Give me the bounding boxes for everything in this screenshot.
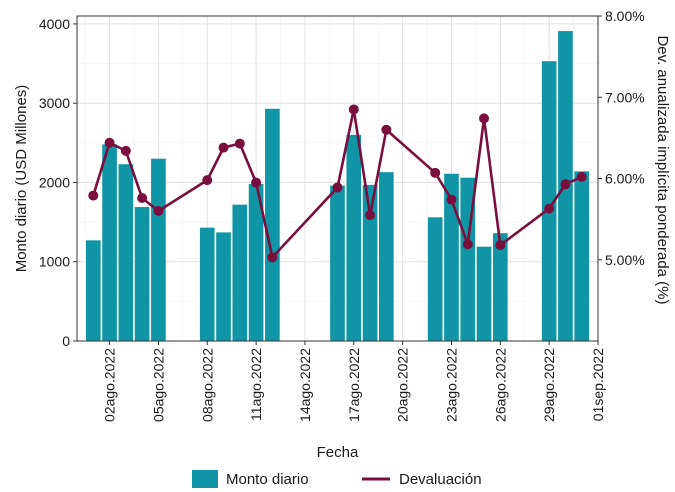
- bar: [476, 246, 492, 341]
- bar: [330, 185, 345, 341]
- bar: [574, 171, 590, 341]
- left-tick-label: 1000: [39, 254, 70, 270]
- bar: [151, 158, 166, 341]
- bar: [379, 172, 394, 341]
- left-tick-label: 0: [62, 333, 70, 349]
- bar: [216, 232, 231, 341]
- bar: [85, 240, 101, 341]
- right-tick-label: 8.00%: [605, 8, 645, 24]
- right-tick-label: 7.00%: [605, 89, 645, 105]
- line-point: [446, 194, 457, 205]
- line-point: [267, 252, 278, 263]
- bar: [118, 164, 134, 341]
- bar: [492, 233, 508, 341]
- bar: [362, 184, 378, 341]
- bottom-tick-label: 17ago.2022: [346, 348, 362, 422]
- line-point: [251, 177, 262, 188]
- line-series: [88, 104, 587, 263]
- left-tick-label: 3000: [39, 95, 70, 111]
- left-tick-label: 2000: [39, 174, 70, 190]
- right-tick-label: 5.00%: [605, 252, 645, 268]
- right-tick-label: 6.00%: [605, 171, 645, 187]
- bar: [248, 184, 264, 341]
- bottom-tick-label: 26ago.2022: [492, 348, 508, 422]
- left-tick-label: 4000: [39, 16, 70, 32]
- bar: [102, 144, 117, 341]
- bar: [199, 227, 215, 341]
- line-point: [462, 239, 473, 250]
- line-point: [120, 145, 131, 156]
- line-point: [88, 190, 99, 201]
- line-point: [381, 124, 392, 135]
- left-axis-title: Monto diario (USD Millones): [13, 85, 30, 273]
- bottom-tick-label: 29ago.2022: [541, 348, 557, 422]
- bottom-tick-label: 11ago.2022: [248, 348, 264, 421]
- bar: [346, 134, 362, 341]
- bottom-tick-label: 02ago.2022: [102, 348, 118, 422]
- right-axis: 5.00% 6.00% 7.00% 8.00%: [598, 8, 645, 268]
- legend-label-monto-diario: Monto diario: [226, 471, 309, 488]
- bar-series: [85, 31, 590, 342]
- bottom-tick-label: 01sep.2022: [590, 348, 606, 421]
- line-point: [430, 167, 441, 178]
- bar: [444, 173, 459, 341]
- line-point: [560, 179, 571, 190]
- line-point: [495, 240, 506, 251]
- line-point: [104, 137, 115, 148]
- line-point: [576, 171, 587, 182]
- line-point: [332, 182, 343, 193]
- bar: [232, 204, 248, 341]
- bottom-tick-label: 14ago.2022: [297, 348, 313, 422]
- line-point: [137, 193, 148, 203]
- bar: [265, 108, 280, 342]
- line-point: [202, 175, 213, 186]
- bottom-tick-label: 05ago.2022: [150, 348, 166, 422]
- line-point: [479, 113, 490, 124]
- bottom-tick-label: 08ago.2022: [199, 348, 215, 422]
- bottom-tick-label: 20ago.2022: [395, 348, 411, 422]
- devaluation-line: [92, 108, 583, 259]
- legend-key-monto-diario: [192, 470, 218, 488]
- line-point: [153, 206, 164, 216]
- legend: Monto diario Devaluación: [192, 470, 482, 488]
- right-axis-title: Dev. anualizada implícita ponderada (%): [654, 35, 671, 304]
- bar: [541, 61, 557, 342]
- x-axis-title: Fecha: [317, 444, 359, 461]
- line-point: [234, 138, 245, 149]
- line-point: [348, 104, 359, 115]
- bottom-tick-label: 23ago.2022: [443, 348, 459, 422]
- bottom-axis: 02ago.2022 05ago.2022 08ago.2022 11ago.2022…: [102, 341, 606, 422]
- legend-label-devaluacion: Devaluación: [399, 471, 482, 488]
- line-point: [218, 142, 229, 153]
- line-point: [544, 203, 555, 214]
- line-point: [365, 210, 376, 221]
- bar: [427, 217, 443, 341]
- left-axis: 0 1000 2000 3000 4000: [39, 16, 77, 349]
- bar: [134, 207, 150, 341]
